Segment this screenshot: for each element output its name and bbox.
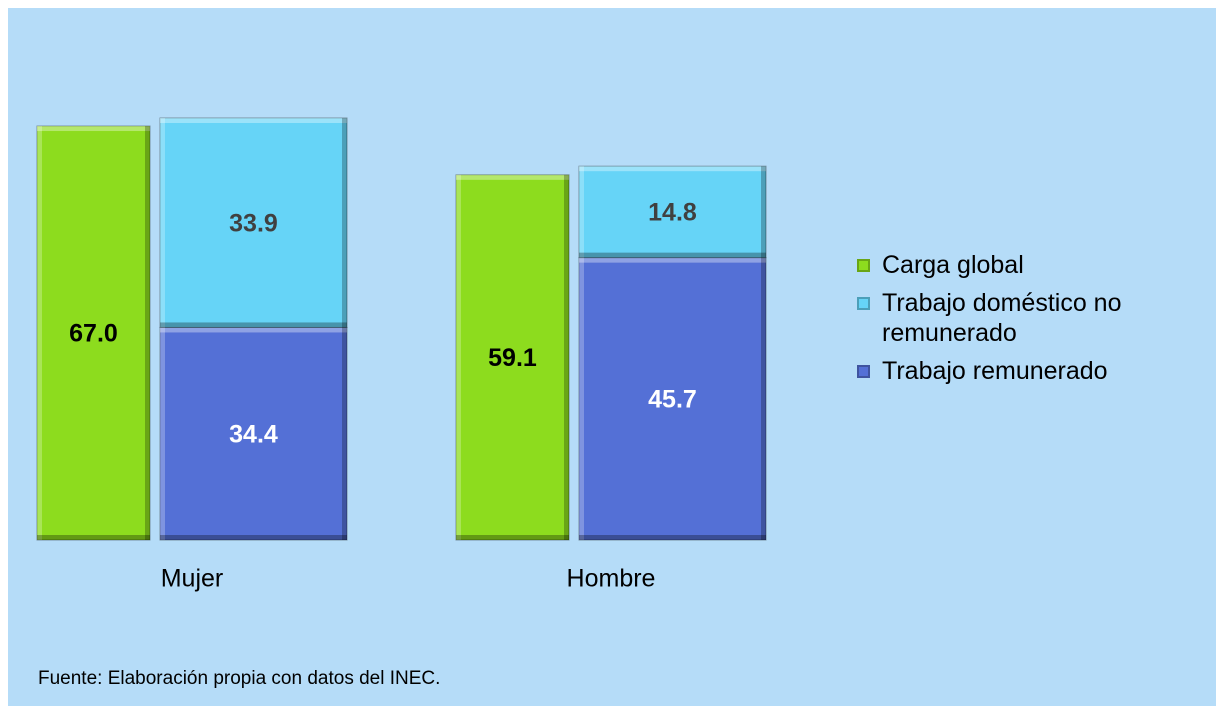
- bar-segment: [578, 257, 767, 541]
- x-tick-label: Hombre: [567, 565, 656, 593]
- legend-item: Trabajo doméstico no remunerado: [855, 288, 1195, 348]
- bar-segment: [159, 326, 348, 541]
- bevel-bottom: [37, 535, 150, 540]
- bevel-left: [160, 327, 165, 540]
- bar: [578, 257, 767, 541]
- bevel-left: [456, 174, 461, 541]
- legend: Carga global Trabajo doméstico no remuner…: [855, 250, 1195, 394]
- bevel-bottom: [160, 322, 347, 328]
- bevel-top: [579, 257, 766, 263]
- legend-item: Carga global: [855, 250, 1195, 280]
- bar-segment: [159, 117, 348, 328]
- bevel-right: [342, 327, 347, 540]
- legend-swatch: [857, 365, 870, 378]
- source-note: Fuente: Elaboración propia con datos del…: [38, 668, 441, 689]
- bar: [159, 117, 348, 328]
- legend-label: Carga global: [882, 251, 1024, 279]
- bevel-left: [160, 118, 165, 328]
- bevel-left: [579, 257, 584, 540]
- legend-swatch: [857, 259, 870, 272]
- legend-label: Trabajo doméstico no remunerado: [882, 289, 1122, 347]
- bevel-top: [160, 118, 347, 123]
- bar: [578, 165, 767, 259]
- bevel-top: [37, 126, 150, 132]
- bevel-left: [579, 166, 584, 258]
- bar-segment: [578, 165, 767, 259]
- bevel-left: [37, 126, 42, 540]
- bar-segment: [455, 174, 570, 541]
- bevel-bottom: [160, 535, 347, 540]
- bevel-right: [761, 257, 766, 540]
- bevel-bottom: [579, 535, 766, 540]
- bar-segment: [36, 125, 151, 541]
- bevel-right: [342, 118, 347, 328]
- bar: [159, 326, 348, 541]
- bevel-right: [761, 166, 766, 258]
- bar: [36, 125, 151, 541]
- data-label: 34.4: [229, 420, 278, 448]
- data-label: 45.7: [648, 385, 697, 413]
- data-label: 59.1: [488, 344, 537, 372]
- legend-label: Trabajo remunerado: [882, 357, 1108, 385]
- bevel-top: [160, 327, 347, 333]
- legend-item: Trabajo remunerado: [855, 356, 1195, 386]
- bevel-top: [456, 174, 569, 180]
- bevel-right: [564, 174, 569, 541]
- data-label: 33.9: [229, 209, 278, 237]
- data-label: 67.0: [69, 320, 118, 348]
- legend-swatch: [857, 297, 870, 310]
- bevel-bottom: [579, 252, 766, 258]
- bevel-right: [145, 126, 150, 540]
- data-label: 14.8: [648, 199, 697, 227]
- x-tick-label: Mujer: [161, 565, 224, 593]
- bevel-bottom: [456, 535, 569, 540]
- bar: [455, 174, 570, 541]
- bevel-top: [579, 166, 766, 172]
